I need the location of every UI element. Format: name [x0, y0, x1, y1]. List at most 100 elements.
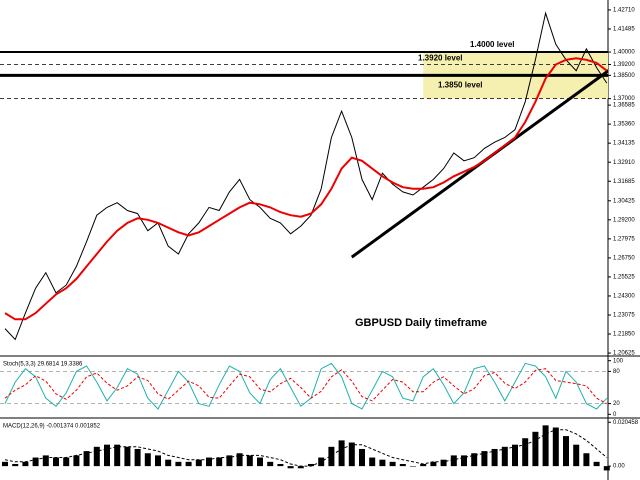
macd-bar [481, 451, 488, 467]
macd-bar [603, 466, 610, 471]
y-tick-label: 1.23075 [613, 313, 635, 319]
macd-bar [155, 455, 161, 467]
y-tick-label: 1.34135 [613, 141, 635, 147]
macd-bar [399, 463, 406, 467]
macd-bar [593, 461, 600, 467]
macd-bar [522, 438, 529, 467]
y-tick-label: 1.21850 [613, 332, 635, 338]
y-tick-label: 1.36585 [613, 103, 635, 109]
macd-bar [257, 457, 263, 467]
macd-bar [552, 427, 559, 467]
y-tick-label: 1.32910 [613, 160, 635, 166]
macd-bar [348, 442, 355, 467]
macd-bar [501, 446, 508, 467]
macd-bar [440, 459, 447, 467]
panel [0, 362, 608, 410]
series-line [4, 429, 608, 467]
y-tick-label: 1.24300 [613, 294, 635, 300]
macd-bar [532, 431, 539, 467]
macd-bar [267, 461, 274, 467]
macd-bar [236, 453, 243, 467]
macd-bar [144, 453, 151, 467]
y-tick-label: 1.27975 [613, 236, 635, 242]
macd-bar [93, 446, 100, 467]
y-tick-label: 1.31685 [613, 179, 635, 185]
annotation: GBPUSD Daily timeframe [355, 317, 487, 329]
macd-bar [328, 446, 335, 467]
y-tick-label: 80 [613, 369, 620, 375]
macd-bar [471, 453, 478, 467]
macd-bar [104, 444, 110, 467]
macd-bar [420, 463, 427, 467]
macd-bar [12, 463, 19, 467]
macd-bar [2, 461, 8, 467]
macd-bar [114, 444, 121, 467]
y-tick-label: 0.020458 [613, 420, 639, 426]
macd-bar [206, 457, 212, 467]
y-tick-label: 1.42710 [613, 8, 635, 14]
y-tick-label: 1.35360 [613, 122, 635, 128]
macd-bar [369, 457, 376, 467]
macd-bar [450, 455, 457, 467]
y-tick-label: 20 [613, 401, 620, 407]
level-label: 1.3920 level [418, 54, 462, 63]
macd-bar [165, 459, 172, 467]
panel-title: Stoch(5,3,3) 29.6814 19.3386 [3, 362, 83, 368]
macd-bar [563, 436, 569, 467]
macd-bar [195, 459, 202, 467]
macd-bar [53, 457, 59, 467]
panel [2, 425, 610, 471]
macd-bar [83, 451, 90, 467]
macd-bar [175, 461, 182, 467]
macd-bar [379, 459, 386, 467]
macd-bar [73, 455, 80, 467]
series-line [4, 57, 608, 321]
macd-bar [542, 425, 549, 467]
macd-bar [22, 461, 29, 467]
macd-bar [338, 440, 345, 467]
macd-bar [287, 466, 294, 469]
y-tick-label: 1.41485 [613, 27, 635, 33]
macd-bar [389, 461, 396, 467]
macd-bar [246, 455, 253, 467]
macd-bar [226, 455, 233, 467]
series-line [4, 362, 608, 410]
y-tick-label: 0.00 [613, 464, 625, 470]
panel [0, 11, 608, 341]
y-tick-label: 1.20625 [613, 351, 635, 357]
y-tick-label: 1.29200 [613, 217, 635, 223]
y-tick-label: 1.39200 [613, 62, 635, 68]
macd-bar [216, 457, 223, 467]
y-tick-label: 1.26750 [613, 255, 635, 261]
y-tick-label: 1.38500 [613, 73, 635, 79]
macd-bar [410, 466, 416, 467]
macd-bar [461, 455, 467, 467]
macd-bar [32, 457, 39, 467]
panel-title: MACD(12,26,9) -0.001374 0.001852 [3, 424, 101, 430]
y-tick-label: 0 [613, 412, 617, 418]
series-line [4, 11, 608, 341]
series-line [4, 368, 608, 405]
level-label: 1.4000 level [470, 40, 514, 49]
y-tick-label: 1.40000 [613, 50, 635, 56]
macd-bar [63, 457, 70, 467]
macd-bar [512, 444, 518, 467]
macd-bar [430, 461, 437, 467]
macd-bar [297, 466, 304, 469]
macd-bar [359, 448, 365, 467]
y-tick-label: 1.30425 [613, 198, 635, 204]
y-tick-label: 1.37000 [613, 96, 635, 102]
macd-bar [491, 448, 498, 467]
macd-bar [583, 453, 590, 467]
macd-bar [134, 448, 141, 467]
level-label: 1.3850 level [438, 80, 482, 89]
macd-bar [573, 444, 580, 467]
macd-bar [185, 461, 192, 467]
macd-bar [42, 455, 49, 467]
y-tick-label: 100 [613, 358, 624, 364]
y-tick-label: 1.25525 [613, 275, 635, 281]
macd-bar [277, 463, 284, 467]
macd-bar [124, 446, 131, 467]
macd-bar [308, 463, 314, 467]
